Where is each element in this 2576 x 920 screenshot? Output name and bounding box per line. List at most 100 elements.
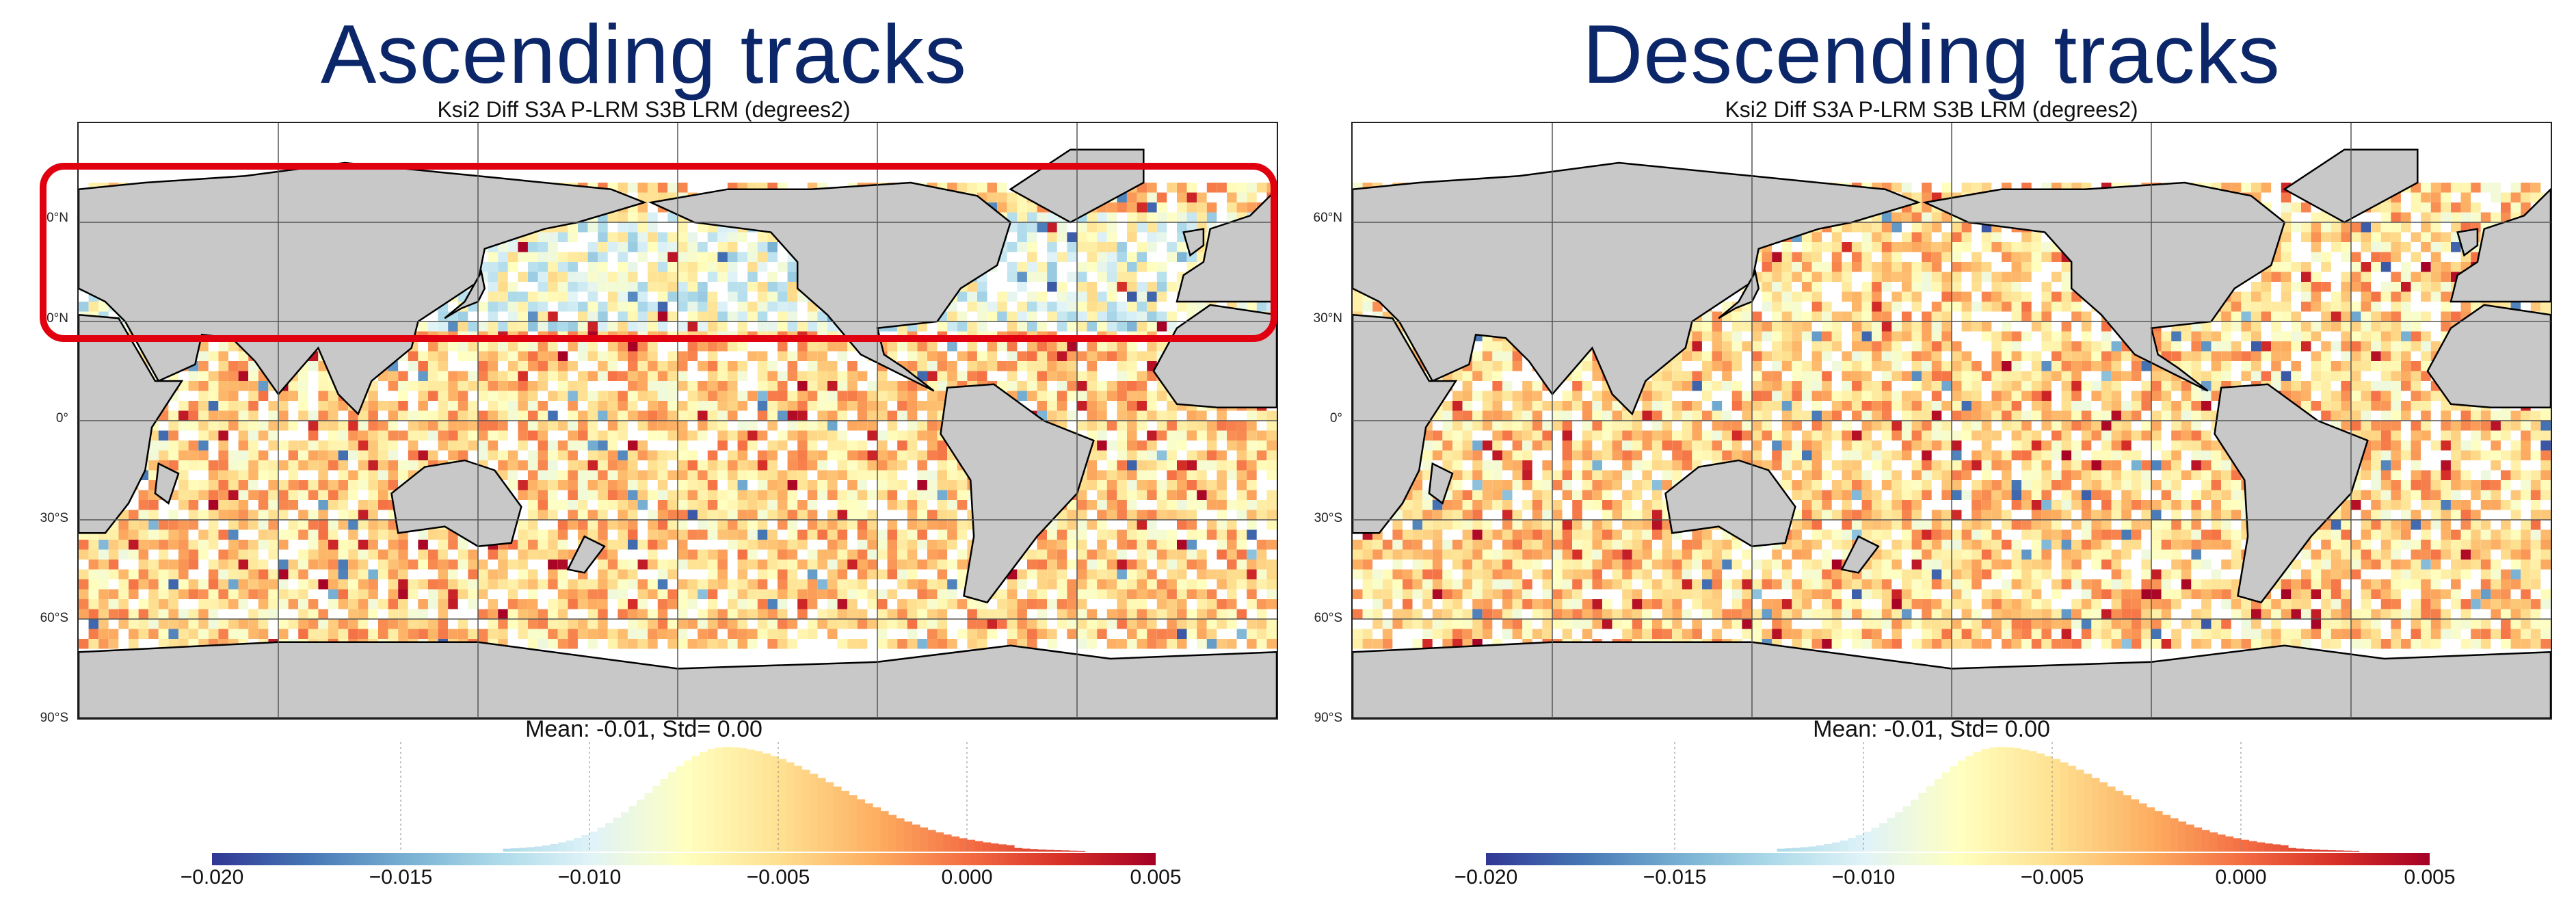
ocean-cell — [1087, 560, 1098, 570]
ocean-cell — [408, 421, 419, 431]
ocean-cell — [607, 520, 618, 530]
ocean-cell — [767, 361, 778, 371]
colorbar-tick: 0.005 — [1130, 866, 1182, 889]
ocean-cell — [1266, 430, 1277, 441]
ocean-cell — [1057, 311, 1067, 321]
ocean-cell — [1117, 441, 1127, 451]
ocean-cell — [1217, 410, 1227, 421]
ocean-cell — [1167, 450, 1177, 460]
ocean-cell — [698, 529, 708, 540]
ocean-cell — [1097, 302, 1107, 312]
ocean-cell — [667, 351, 678, 361]
ocean-cell — [1227, 529, 1237, 540]
ocean-cell — [1127, 589, 1137, 599]
ocean-cell — [1127, 441, 1137, 451]
ocean-cell — [807, 510, 818, 520]
ocean-cell — [168, 599, 178, 609]
ocean-cell — [887, 410, 898, 421]
ocean-cell — [877, 599, 888, 609]
ocean-cell — [1106, 460, 1117, 471]
ocean-cell — [917, 619, 927, 629]
ocean-cell — [518, 569, 528, 579]
ocean-cell — [707, 510, 718, 520]
ocean-cell — [667, 510, 678, 520]
ocean-cell — [607, 341, 618, 352]
ocean-cell — [778, 262, 788, 272]
ocean-cell — [548, 619, 558, 629]
ocean-cell — [637, 421, 648, 431]
ocean-cell — [1147, 192, 1157, 202]
ocean-cell — [158, 529, 169, 540]
ocean-cell — [1087, 282, 1098, 292]
ocean-cell — [478, 302, 488, 312]
ocean-cell — [847, 401, 858, 411]
ocean-cell — [698, 242, 708, 252]
ocean-cell — [507, 410, 518, 421]
ocean-cell — [1047, 232, 1057, 242]
ocean-cell — [1117, 549, 1127, 560]
ocean-cell — [887, 480, 898, 490]
ocean-cell — [1127, 510, 1137, 520]
ascending-panel: Ascending tracks Ksi2 Diff S3A P-LRM S3B… — [40, 10, 1278, 889]
ocean-cell — [728, 291, 738, 302]
ocean-cell — [797, 529, 808, 540]
ocean-cell — [1206, 183, 1217, 193]
ocean-cell — [667, 212, 678, 222]
ocean-cell — [907, 560, 918, 570]
ocean-cell — [168, 410, 178, 421]
ocean-cell — [1266, 410, 1277, 421]
ocean-cell — [188, 510, 199, 520]
ocean-cell — [1941, 183, 1952, 193]
ocean-cell — [1167, 490, 1177, 500]
ocean-cell — [698, 560, 708, 570]
ocean-cell — [707, 639, 718, 649]
ocean-cell — [1017, 599, 1027, 609]
ocean-cell — [368, 441, 378, 451]
ocean-cell — [767, 410, 778, 421]
ocean-cell — [278, 401, 289, 411]
ocean-cell — [598, 619, 608, 629]
ocean-cell — [778, 599, 788, 609]
ocean-cell — [338, 629, 349, 639]
ocean-cell — [178, 401, 189, 411]
ocean-cell — [907, 401, 918, 411]
ocean-cell — [238, 619, 249, 629]
ocean-cell — [518, 341, 528, 352]
ocean-cell — [408, 450, 419, 460]
ocean-cell — [1027, 639, 1037, 649]
ocean-cell — [947, 460, 957, 471]
ocean-cell — [1186, 480, 1197, 490]
ocean-cell — [168, 589, 178, 599]
ocean-cell — [498, 291, 508, 302]
ocean-cell — [1266, 579, 1277, 590]
ocean-cell — [947, 361, 957, 371]
ocean-cell — [507, 361, 518, 371]
ocean-cell — [228, 401, 239, 411]
ocean-cell — [817, 589, 827, 599]
ocean-cell — [278, 599, 289, 609]
ocean-cell — [907, 619, 918, 629]
histogram-bar — [817, 778, 826, 852]
ocean-cell — [707, 629, 718, 639]
ocean-cell — [548, 500, 558, 510]
ocean-cell — [1177, 629, 1187, 639]
ocean-cell — [568, 629, 578, 639]
ocean-cell — [927, 549, 938, 560]
ocean-cell — [1127, 480, 1137, 490]
ocean-cell — [548, 609, 558, 619]
ocean-cell — [1087, 589, 1098, 599]
ocean-cell — [977, 302, 987, 312]
ocean-cell — [927, 450, 938, 460]
ocean-cell — [428, 549, 438, 560]
ocean-cell — [1097, 391, 1107, 401]
ocean-cell — [917, 341, 927, 352]
ocean-cell — [1197, 549, 1207, 560]
ocean-cell — [648, 272, 658, 282]
ocean-cell — [817, 579, 827, 590]
ocean-cell — [867, 520, 877, 530]
ocean-cell — [757, 361, 768, 371]
ocean-cell — [827, 480, 838, 490]
ocean-cell — [328, 540, 338, 550]
ocean-cell — [628, 232, 638, 242]
ocean-cell — [1037, 341, 1048, 352]
